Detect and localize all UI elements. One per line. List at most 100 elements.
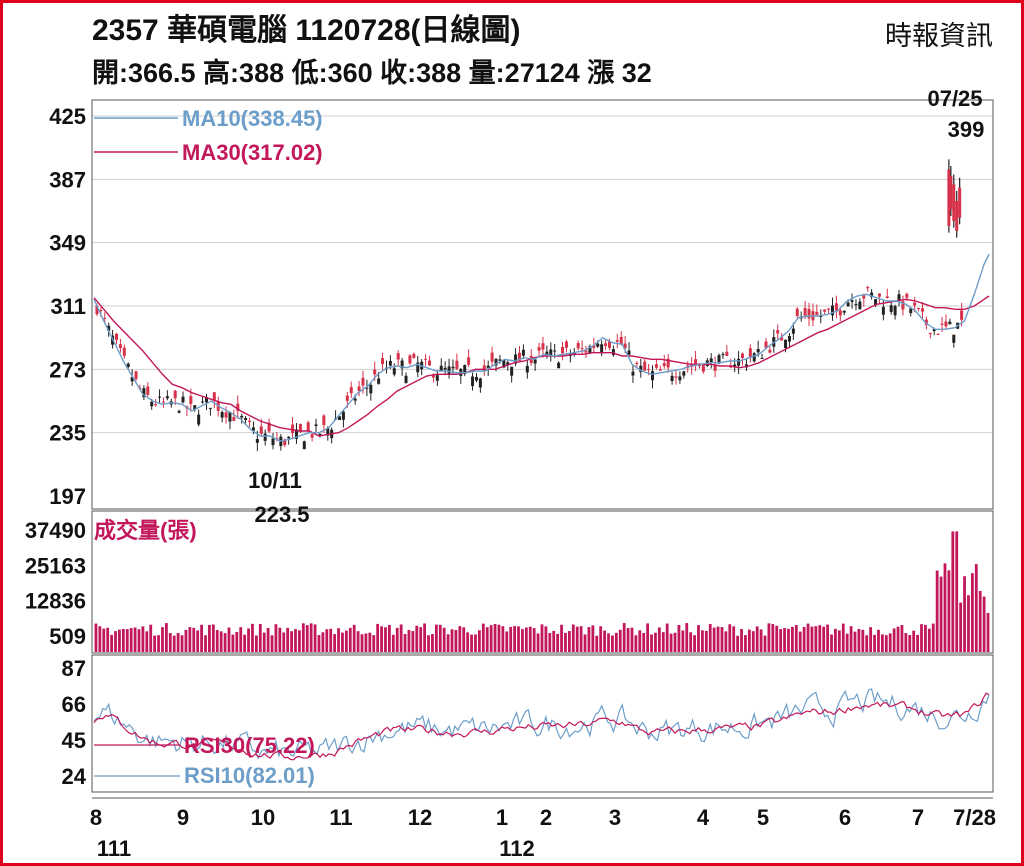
candle-body	[913, 302, 917, 306]
candle-body	[388, 360, 392, 366]
volume-bar	[775, 625, 779, 652]
candle-body	[158, 396, 162, 398]
volume-bar	[360, 634, 364, 652]
volume-bar	[235, 631, 239, 652]
volume-bar	[391, 634, 395, 652]
volume-bar	[493, 623, 497, 652]
high-value-label: 399	[948, 117, 985, 142]
volume-bar	[865, 635, 869, 652]
month-label: 6	[839, 805, 851, 830]
volume-bar	[548, 633, 552, 652]
volume-bar	[614, 632, 618, 652]
volume-bar	[567, 631, 571, 652]
candle-body	[294, 429, 298, 439]
candle-body	[396, 353, 400, 360]
volume-bar	[481, 623, 485, 652]
candle-body	[537, 347, 541, 351]
volume-bar	[384, 627, 387, 652]
candle-body	[510, 366, 514, 376]
candle-body	[756, 349, 760, 353]
candle-body	[635, 363, 639, 365]
candle-body	[815, 311, 819, 315]
candle-body	[842, 310, 846, 313]
candle-body	[107, 325, 111, 331]
volume-bar	[646, 623, 650, 652]
volume-bar	[196, 630, 200, 652]
volume-bar	[618, 629, 622, 652]
volume-bar	[622, 623, 626, 652]
volume-bar	[888, 633, 892, 652]
volume-bar	[200, 624, 203, 652]
volume-bar	[697, 625, 700, 652]
candle-body	[99, 310, 103, 312]
volume-bar	[814, 626, 818, 652]
candle-body	[917, 307, 921, 309]
volume-bar	[262, 632, 266, 652]
candle-body	[604, 343, 608, 346]
volume-bar	[884, 635, 888, 652]
volume-bar	[454, 629, 458, 652]
month-label: 5	[757, 805, 769, 830]
price-tick: 197	[49, 484, 86, 509]
candle-body	[463, 365, 467, 374]
volume-bar	[963, 576, 966, 652]
volume-bar	[540, 624, 544, 652]
month-label: 7	[912, 805, 924, 830]
volume-bar	[321, 632, 325, 652]
volume-bar	[521, 629, 524, 652]
volume-bar	[951, 531, 955, 652]
chart-title: 2357 華碩電腦 1120728(日線圖)	[92, 13, 521, 47]
month-label: 3	[609, 805, 621, 830]
candle-body	[651, 371, 655, 381]
month-label: 8	[90, 805, 102, 830]
volume-bar	[137, 629, 141, 652]
volume-bar	[599, 626, 603, 652]
volume-bar	[818, 625, 822, 652]
volume-bar	[513, 626, 517, 652]
volume-tick: 509	[49, 624, 86, 649]
source-label: 時報資訊	[885, 21, 993, 51]
candle-body	[478, 378, 482, 388]
candle-body	[298, 423, 302, 432]
month-label: 2	[540, 805, 552, 830]
volume-bar	[857, 628, 861, 652]
volume-bar	[118, 629, 121, 652]
candle-body	[494, 358, 498, 366]
candle-body	[936, 333, 940, 335]
volume-bar	[708, 624, 712, 652]
volume-bar	[591, 625, 595, 652]
candle-body	[486, 365, 490, 368]
candle-body	[752, 353, 756, 362]
price-tick: 235	[49, 421, 86, 446]
candle-body	[721, 354, 725, 356]
volume-bar	[575, 626, 579, 652]
volume-bar	[458, 626, 462, 652]
rsi30-line	[93, 692, 990, 761]
candle-body	[944, 321, 948, 327]
candle-body	[682, 371, 686, 376]
candle-body	[326, 428, 330, 436]
volume-bar	[724, 631, 728, 652]
candle-body	[893, 305, 897, 316]
candle-body	[795, 308, 799, 316]
volume-bar	[747, 629, 751, 652]
volume-bar	[978, 590, 982, 652]
candle-body	[103, 317, 107, 319]
volume-tick: 25163	[25, 553, 86, 578]
volume-bar	[689, 632, 693, 652]
volume-bar	[900, 624, 904, 652]
volume-bar	[920, 624, 923, 652]
volume-bar	[552, 630, 556, 652]
volume-bar	[231, 634, 235, 652]
candle-body	[920, 308, 924, 312]
volume-bar	[517, 626, 520, 652]
volume-bar	[501, 626, 505, 652]
candle-body	[498, 359, 502, 361]
volume-bar	[94, 623, 98, 652]
candle-body	[807, 308, 811, 319]
candle-body	[525, 365, 529, 373]
candle-body	[725, 351, 729, 356]
rsi-lines	[93, 688, 990, 761]
candle-body	[643, 361, 647, 371]
volume-bar	[607, 633, 610, 652]
